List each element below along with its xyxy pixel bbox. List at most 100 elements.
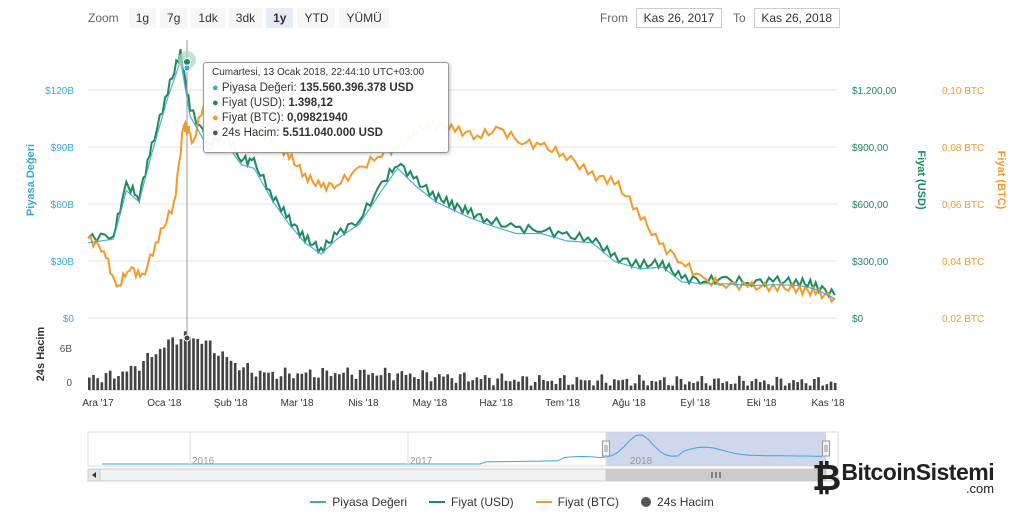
volume-bar xyxy=(563,375,566,390)
x-tick-label: Mar '18 xyxy=(281,398,314,409)
volume-tick-label: 0 xyxy=(66,378,72,389)
volume-bar xyxy=(467,381,470,390)
volume-bar xyxy=(800,379,804,390)
volume-bar xyxy=(371,373,374,390)
volume-bar xyxy=(254,376,258,390)
zoom-1y-button[interactable]: 1y xyxy=(266,8,294,28)
volume-bar xyxy=(671,385,674,390)
watermark-sub: .com xyxy=(965,480,995,496)
volume-bar xyxy=(625,378,629,390)
volume-bar xyxy=(504,380,508,390)
zoom-3dk-button[interactable]: 3dk xyxy=(228,8,263,28)
volume-bar xyxy=(158,348,162,390)
volume-bar xyxy=(475,377,479,390)
from-date-input[interactable] xyxy=(636,8,722,28)
volume-bar xyxy=(496,378,499,390)
volume-bar xyxy=(179,339,183,390)
volume-bar xyxy=(88,377,91,390)
navigator-line xyxy=(102,434,822,465)
volume-bar xyxy=(146,352,149,390)
series-line-fiyatusd xyxy=(87,48,836,299)
tooltip-value: 0,09821940 xyxy=(287,112,348,124)
navigator-handle[interactable] xyxy=(822,440,830,457)
watermark-logo: ₿ BitcoinSistemi .com xyxy=(812,460,995,496)
volume-bar xyxy=(813,379,816,390)
crosshair xyxy=(178,40,196,390)
volume-bar xyxy=(383,367,387,390)
market-cap-tick-label: $0 xyxy=(63,314,75,325)
volume-bar xyxy=(688,381,691,390)
legend-item-price-btc[interactable]: Fiyat (BTC) xyxy=(535,495,619,509)
tooltip-value: 5.511.040.000 USD xyxy=(282,127,383,139)
from-label: From xyxy=(600,11,628,25)
legend: Piyasa Değeri Fiyat (USD) Fiyat (BTC) 24… xyxy=(0,495,1024,509)
volume-bar xyxy=(304,372,308,390)
volume-tick-label: 6B xyxy=(60,344,73,355)
volume-bar xyxy=(229,360,233,390)
volume-bar xyxy=(821,385,824,390)
hover-point-volume xyxy=(183,334,191,342)
tooltip: Cumartesi, 13 Ocak 2018, 22:44:10 UTC+03… xyxy=(203,62,449,153)
market-cap-tick-label: $120B xyxy=(45,86,74,97)
series-line-fiyatbtc xyxy=(87,80,836,304)
volume-bar xyxy=(596,380,599,390)
volume-bar xyxy=(533,381,537,390)
volume-bar xyxy=(358,369,362,390)
volume-bar xyxy=(129,365,133,390)
legend-item-market-cap[interactable]: Piyasa Değeri xyxy=(310,495,407,509)
volume-axis-title: 24s Hacim xyxy=(35,327,47,382)
to-label: To xyxy=(733,11,746,25)
tooltip-label: Piyasa Değeri xyxy=(221,82,294,94)
zoom-7g-button[interactable]: 7g xyxy=(160,8,188,28)
volume-bar xyxy=(792,380,795,390)
volume-bar xyxy=(204,340,208,390)
volume-bar xyxy=(779,378,783,390)
zoom-1g-button[interactable]: 1g xyxy=(128,8,157,28)
hover-point-usd xyxy=(183,58,191,66)
volume-bar xyxy=(342,372,345,390)
volume-bar xyxy=(558,378,562,390)
zoom-1dk-button[interactable]: 1dk xyxy=(191,8,225,28)
navigator[interactable]: 2016 2017 2018 xyxy=(87,431,839,482)
zoom-all-button[interactable]: YÜMÜ xyxy=(339,8,389,28)
volume-bar xyxy=(713,378,716,390)
volume-bar xyxy=(142,360,145,390)
volume-bar xyxy=(554,383,558,390)
arrow-left-icon xyxy=(92,472,96,478)
legend-item-volume[interactable]: 24s Hacim xyxy=(641,495,714,509)
volume-bar xyxy=(763,380,766,390)
market-cap-axis-title: Piyasa Değeri xyxy=(25,144,37,216)
volume-bar xyxy=(292,378,295,390)
price-usd-axis-title: Fiyat (USD) xyxy=(915,150,927,210)
zoom-ytd-button[interactable]: YTD xyxy=(297,8,336,28)
volume-bar xyxy=(658,380,662,390)
volume-bar xyxy=(167,339,170,390)
volume-bar xyxy=(283,367,287,390)
volume-bar xyxy=(413,377,416,390)
volume-bar xyxy=(808,385,812,390)
to-date-input[interactable] xyxy=(753,8,840,28)
volume-bar xyxy=(138,370,141,390)
volume-bar xyxy=(404,374,408,390)
dot-icon xyxy=(641,497,652,507)
volume-bar xyxy=(392,380,395,390)
market-cap-axis: $0 $30B $60B $90B $120B Piyasa Değeri xyxy=(25,86,74,325)
volume-bar xyxy=(550,380,554,390)
volume-bar xyxy=(804,383,808,390)
x-tick-label: Tem '18 xyxy=(545,398,580,409)
volume-bar xyxy=(263,372,266,390)
volume-bar xyxy=(513,379,516,390)
volume-bar xyxy=(817,377,820,390)
zoom-bar: Zoom 1g 7g 1dk 3dk 1y YTD YÜMÜ xyxy=(88,8,389,28)
price-btc-axis-title: Fiyat (BTC) xyxy=(995,151,1007,210)
tooltip-row-price-usd: ● Fiyat (USD): 1.398,12 xyxy=(212,97,334,109)
navigator-handle[interactable] xyxy=(602,440,610,457)
volume-bar xyxy=(125,371,129,390)
legend-item-price-usd[interactable]: Fiyat (USD) xyxy=(429,495,514,509)
volume-bar xyxy=(396,373,399,390)
volume-bar xyxy=(488,377,491,390)
price-usd-tick-label: $1.200,00 xyxy=(852,86,897,97)
volume-bar xyxy=(654,381,658,390)
line-icon xyxy=(310,501,327,503)
